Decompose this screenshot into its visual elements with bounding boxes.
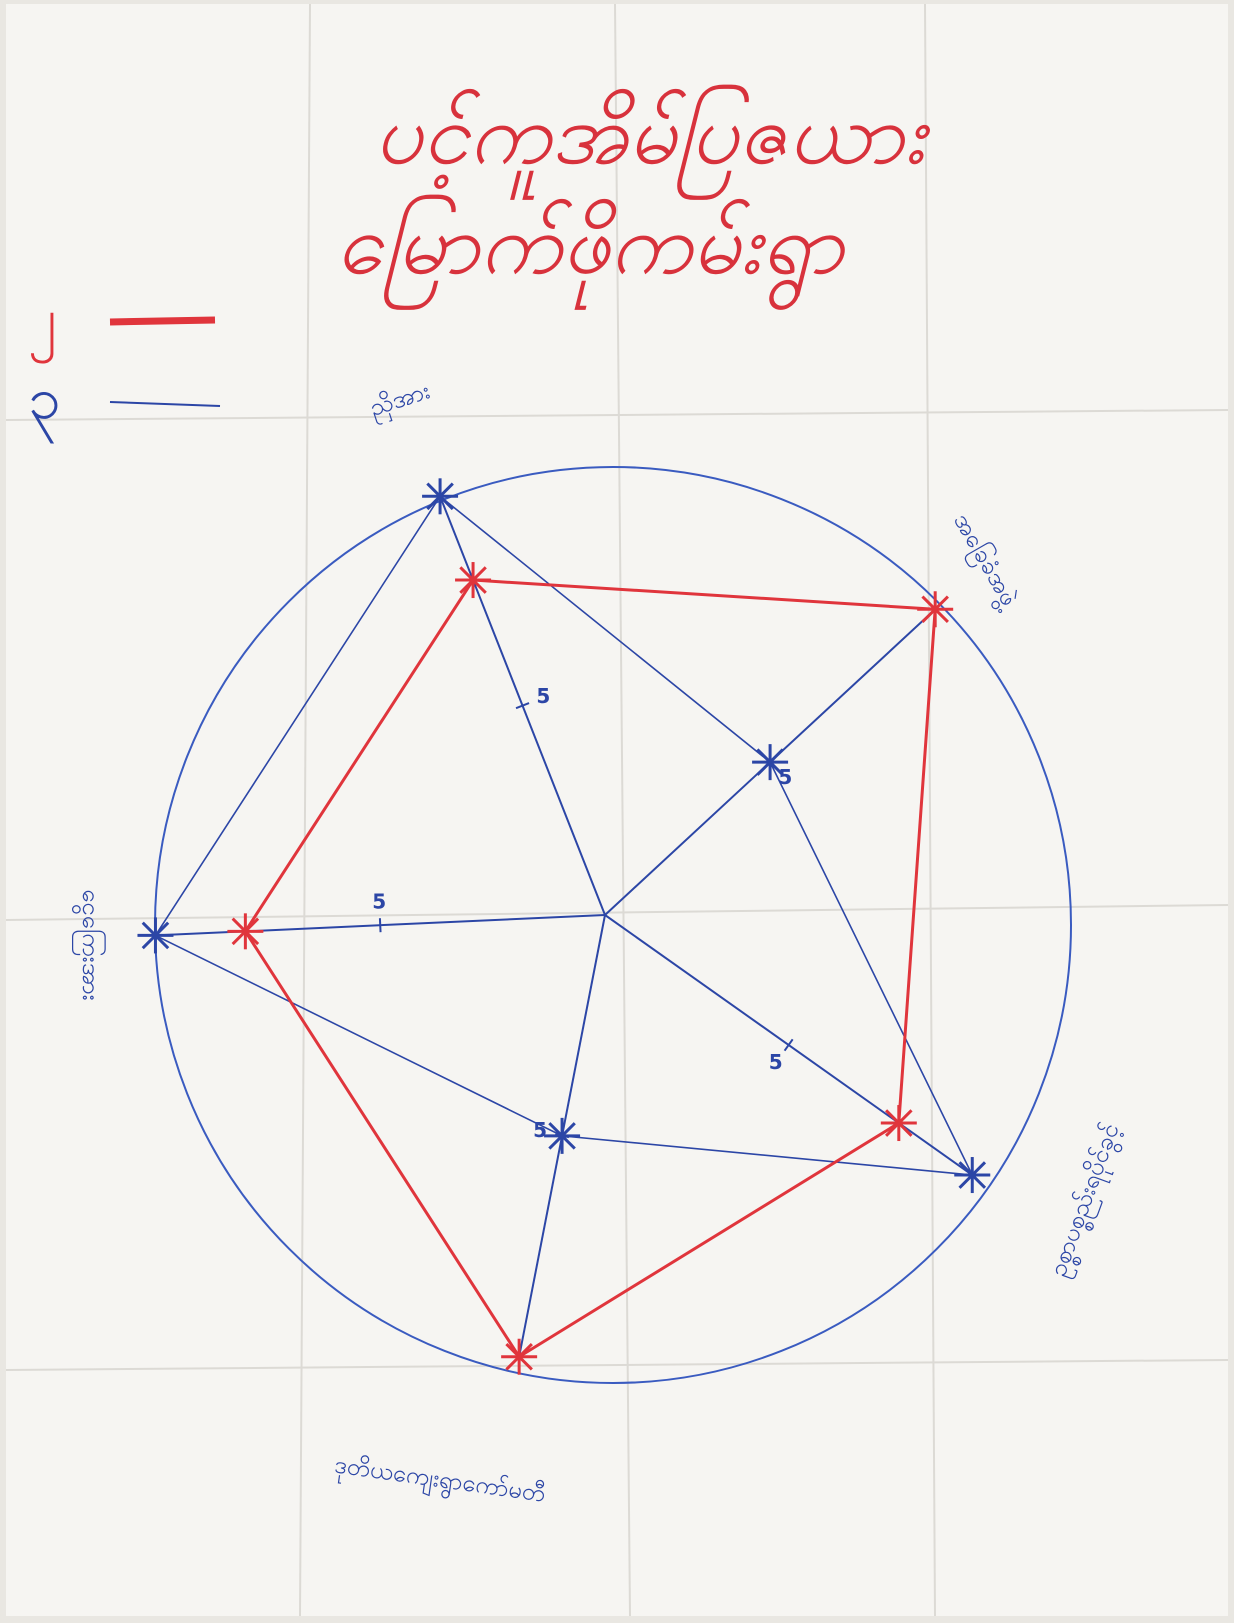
legend-label: ၃ bbox=[28, 364, 61, 443]
legend-label: ၂ bbox=[28, 284, 57, 363]
page: {"chart_data": { "type": "radar", "title… bbox=[0, 0, 1234, 1619]
chart-title: မြောက်ဖိုကမ်းရွာ bbox=[336, 194, 846, 310]
data-point bbox=[501, 1339, 537, 1375]
chart-title: ပင့်ကူအိမ်ပြဇယား bbox=[374, 84, 931, 200]
data-point bbox=[954, 1157, 990, 1193]
tick-mark bbox=[380, 918, 381, 932]
tick-label: 5 bbox=[372, 889, 386, 913]
data-point bbox=[881, 1105, 917, 1141]
tick-label: 5 bbox=[536, 684, 550, 708]
tick-label: 5 bbox=[769, 1050, 783, 1074]
legend-line bbox=[110, 320, 215, 322]
data-point bbox=[455, 562, 491, 598]
chart: ပင့်ကူအိမ်ပြဇယားမြောက်ဖိုကမ်းရွာ၂၃ညှိအား… bbox=[0, 0, 1234, 1619]
tick-label: 5 bbox=[533, 1118, 547, 1142]
data-point bbox=[227, 913, 263, 949]
data-point bbox=[422, 478, 458, 514]
data-point bbox=[544, 1118, 580, 1154]
data-point bbox=[752, 744, 788, 780]
tick-label: 5 bbox=[778, 765, 792, 789]
data-point bbox=[917, 591, 953, 627]
data-point bbox=[137, 917, 173, 953]
